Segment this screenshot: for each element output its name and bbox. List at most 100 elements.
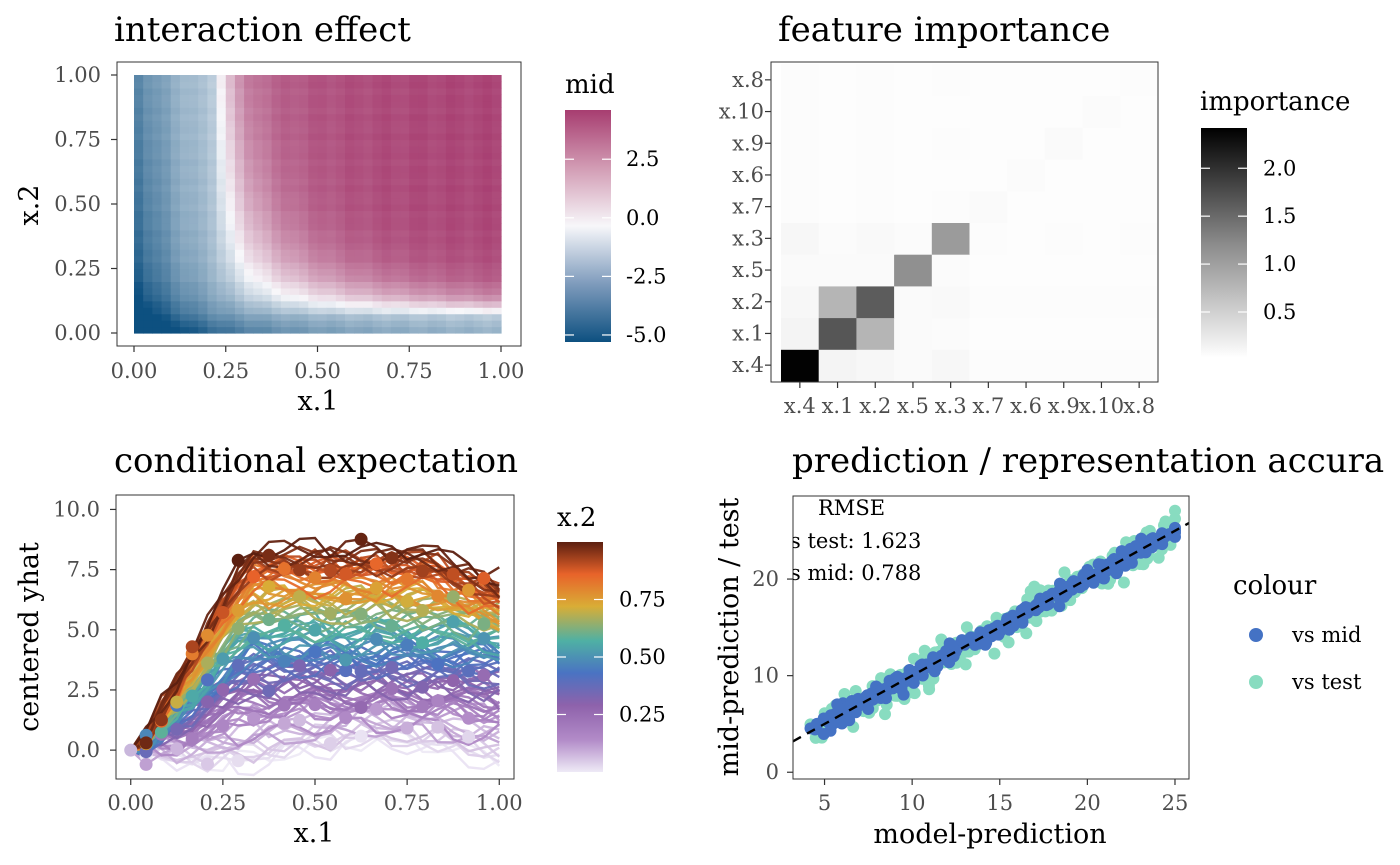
heatmap-cell	[400, 236, 410, 244]
heatmap-cell	[152, 249, 163, 257]
heatmap-cell	[299, 100, 309, 108]
heatmap-cell	[445, 242, 456, 250]
heatmap-cell	[143, 191, 153, 199]
y-axis-title: centered yhat	[14, 542, 45, 732]
heatmap-cell	[244, 81, 254, 89]
heatmap-cell	[464, 255, 475, 263]
heatmap-cell	[262, 139, 273, 147]
heatmap-cell	[308, 107, 319, 115]
heatmap-cell	[143, 236, 153, 244]
chart-title-accuracy: prediction / representation accura	[792, 441, 1384, 481]
heatmap-cell	[354, 236, 364, 244]
heatmap-cell	[179, 81, 190, 89]
heatmap-cell	[418, 87, 429, 95]
heatmap-cell	[299, 94, 309, 102]
heatmap-cell	[134, 294, 144, 302]
importance-cell	[1007, 254, 1046, 287]
heatmap-cell	[427, 87, 438, 95]
x-tick-label: 1.00	[478, 359, 525, 383]
heatmap-cell	[335, 113, 346, 121]
heatmap-cell	[354, 152, 364, 160]
importance-cell	[781, 317, 820, 350]
heatmap-cell	[409, 210, 420, 218]
heatmap-cell	[170, 300, 181, 308]
heatmap-cell	[244, 145, 254, 153]
heatmap-cell	[409, 171, 420, 179]
heatmap-cell	[179, 300, 190, 308]
heatmap-cell	[317, 307, 328, 315]
heatmap-cell	[491, 133, 502, 141]
heatmap-cell	[335, 255, 346, 263]
heatmap-cell	[170, 171, 181, 179]
heatmap-cell	[299, 178, 309, 186]
heatmap-cell	[225, 94, 236, 102]
importance-cell	[856, 190, 895, 223]
heatmap-cell	[189, 249, 199, 257]
heatmap-cell	[244, 178, 254, 186]
heatmap-cell	[189, 274, 199, 282]
y-axis-title: mid-prediction / test	[714, 497, 745, 776]
heatmap-cell	[335, 294, 346, 302]
ice-point	[369, 632, 383, 646]
heatmap-cell	[326, 126, 337, 134]
heatmap-cell	[390, 126, 401, 134]
heatmap-cell	[427, 229, 438, 237]
heatmap-cell	[170, 87, 181, 95]
heatmap-cell	[363, 236, 374, 244]
heatmap-cell	[445, 152, 456, 160]
heatmap-cell	[253, 178, 264, 186]
heatmap-cell	[271, 139, 282, 147]
heatmap-cell	[161, 171, 172, 179]
heatmap-cell	[308, 145, 319, 153]
interaction-heatmap	[134, 75, 502, 334]
heatmap-cell	[189, 229, 199, 237]
heatmap-cell	[161, 249, 172, 257]
heatmap-cell	[445, 326, 456, 334]
heatmap-cell	[207, 171, 218, 179]
heatmap-cell	[189, 326, 199, 334]
ice-point	[400, 638, 414, 652]
heatmap-cell	[445, 307, 456, 315]
heatmap-cell	[143, 158, 153, 166]
heatmap-cell	[354, 178, 364, 186]
heatmap-cell	[381, 197, 392, 205]
heatmap-cell	[289, 204, 300, 212]
heatmap-cell	[372, 255, 383, 263]
heatmap-cell	[345, 268, 355, 276]
legend-tick-label: 1.0	[1263, 252, 1296, 276]
heatmap-cell	[134, 300, 144, 308]
ice-point	[231, 553, 245, 567]
heatmap-cell	[262, 158, 273, 166]
heatmap-cell	[436, 87, 447, 95]
heatmap-cell	[308, 216, 319, 224]
heatmap-cell	[143, 281, 153, 289]
heatmap-cell	[418, 178, 429, 186]
heatmap-cell	[299, 120, 309, 128]
heatmap-cell	[326, 223, 337, 231]
heatmap-cell	[418, 236, 429, 244]
heatmap-cell	[170, 184, 181, 192]
heatmap-cell	[161, 100, 172, 108]
heatmap-cell	[253, 223, 264, 231]
heatmap-cell	[189, 313, 199, 321]
heatmap-cell	[280, 300, 291, 308]
heatmap-cell	[464, 216, 475, 224]
heatmap-cell	[289, 133, 300, 141]
heatmap-cell	[409, 242, 420, 250]
heatmap-cell	[134, 184, 144, 192]
heatmap-cell	[179, 145, 190, 153]
ice-point	[293, 563, 307, 577]
heatmap-cell	[234, 320, 245, 328]
heatmap-cell	[207, 152, 218, 160]
ice-curve	[129, 557, 500, 751]
heatmap-cell	[326, 120, 337, 128]
heatmap-cell	[390, 210, 401, 218]
heatmap-cell	[280, 210, 291, 218]
heatmap-cell	[189, 268, 199, 276]
heatmap-cell	[198, 274, 208, 282]
heatmap-cell	[225, 294, 236, 302]
heatmap-cell	[372, 216, 383, 224]
heatmap-cell	[326, 87, 337, 95]
heatmap-cell	[170, 223, 181, 231]
heatmap-cell	[152, 210, 163, 218]
